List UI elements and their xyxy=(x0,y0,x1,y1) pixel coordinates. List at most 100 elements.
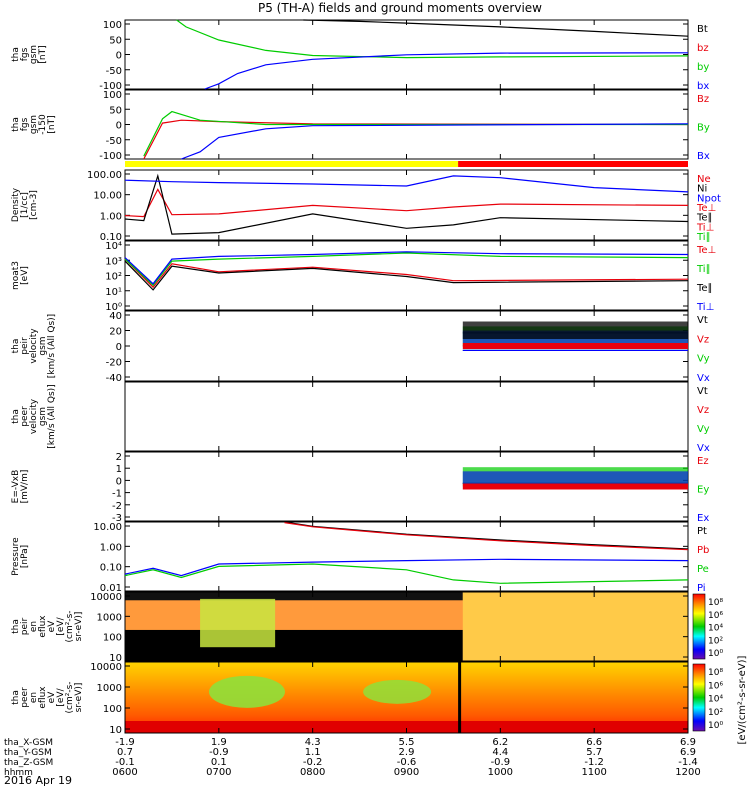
ephemeris-value: 0.1 xyxy=(211,757,227,768)
legend-Te⊥: Te⊥ xyxy=(696,245,716,256)
series-line-Npot xyxy=(124,175,689,193)
y-axis-label: eV xyxy=(47,620,57,633)
y-axis-label: tha xyxy=(11,339,21,354)
series-line-Bz xyxy=(143,119,689,160)
series-line-Te∥ xyxy=(124,260,689,291)
y-axis-label: tha xyxy=(11,409,21,424)
y-tick-label: 10000 xyxy=(90,592,122,603)
y-tick-label: 10⁴ xyxy=(105,241,122,252)
ephemeris-value: 2.9 xyxy=(399,747,415,758)
y-axis-label: eV xyxy=(47,691,57,704)
legend-Npot: Npot xyxy=(697,193,721,204)
series-line-Ti⊥ xyxy=(124,251,689,285)
y-axis-label: eflux xyxy=(38,615,48,638)
y-tick-label: -50 xyxy=(106,66,122,77)
ephemeris-value: 1200 xyxy=(675,767,700,778)
ephemeris-value: 1000 xyxy=(488,767,513,778)
ephemeris-value: 6.6 xyxy=(586,737,602,748)
ephemeris-value: 0800 xyxy=(300,767,325,778)
legend-Ti∥: Ti∥ xyxy=(696,264,711,275)
y-tick-label: 100.00 xyxy=(87,170,122,181)
ephemeris-value: 1.9 xyxy=(211,737,227,748)
y-axis-label: en xyxy=(29,621,39,632)
y-axis-label: tha xyxy=(11,619,21,634)
panel-efield: 210 -1-2-3 E=-VxB [mV/m] Ez Ey Ex xyxy=(11,451,709,524)
legend-Ex: Ex xyxy=(697,513,709,524)
y-tick-label: 50 xyxy=(109,35,122,46)
legend-Vz: Vz xyxy=(697,334,709,345)
y-tick-label: 0.10 xyxy=(100,232,122,243)
y-tick-label: 10 xyxy=(109,653,122,664)
y-axis-label: [cm-3] xyxy=(29,190,39,220)
y-axis-label: [eV] xyxy=(20,266,30,285)
spectrogram-right-region xyxy=(462,592,688,661)
ephemeris-value: 0900 xyxy=(394,767,419,778)
y-axis-label: velocity xyxy=(29,328,39,364)
legend-Bx: Bx xyxy=(697,151,710,162)
y-tick-label: 0 xyxy=(116,342,122,353)
legend-Pi: Pi xyxy=(697,583,706,594)
spectrogram-dark-region xyxy=(125,629,463,661)
y-tick-label: 1.00 xyxy=(100,211,122,222)
ephemeris-value: -1.9 xyxy=(115,737,135,748)
legend-By: By xyxy=(697,123,710,134)
y-axis-label: tha xyxy=(11,117,21,132)
ephemeris-value: 6.9 xyxy=(680,737,696,748)
spectrogram-dark-band xyxy=(125,592,463,601)
y-tick-label: 10² xyxy=(105,272,122,283)
legend-bz: bz xyxy=(697,43,709,54)
legend-Ti⊥: Ti⊥ xyxy=(696,302,714,313)
colorbar-tick-label: 10⁰ xyxy=(708,721,723,731)
y-axis-label: [km/s (All Qs)] xyxy=(47,384,57,448)
y-axis-label: fgs xyxy=(20,117,30,131)
y-axis-label: peer xyxy=(20,687,30,708)
y-tick-label: -20 xyxy=(106,358,122,369)
y-tick-label: 10000 xyxy=(90,662,122,673)
y-axis-label: Pressure xyxy=(11,537,21,576)
colorbar-tick-label: 10⁴ xyxy=(708,695,723,705)
legend-Vz: Vz xyxy=(697,405,709,416)
colorbar-tick-label: 10⁸ xyxy=(708,668,723,678)
ephemeris-row-label: tha_Y-GSM xyxy=(4,748,52,758)
ephemeris-value: 1100 xyxy=(581,767,606,778)
legend-Ez: Ez xyxy=(697,456,709,467)
y-axis-label: moat3 xyxy=(11,261,21,290)
series-line-Ni xyxy=(124,173,689,235)
y-axis-label: tha xyxy=(11,47,21,62)
y-tick-label: 20 xyxy=(109,327,122,338)
ephemeris-value: -0.9 xyxy=(491,757,511,768)
y-tick-label: 100 xyxy=(103,633,122,644)
legend-Ey: Ey xyxy=(697,485,709,496)
noise-band-red xyxy=(462,483,688,490)
ephemeris-value: 4.3 xyxy=(305,737,321,748)
series-line-Pe xyxy=(124,563,689,584)
ephemeris-value: 0600 xyxy=(112,767,137,778)
legend-Ni: Ni xyxy=(697,184,707,195)
ephemeris-value: 1.1 xyxy=(305,747,321,758)
spectrogram-green-blob xyxy=(208,675,285,708)
series-line-Pt xyxy=(284,521,689,550)
y-tick-label: 1.00 xyxy=(100,542,122,553)
y-axis-label: Density xyxy=(11,187,21,222)
ephemeris-value: -0.6 xyxy=(397,757,417,768)
panel-frame xyxy=(124,521,689,592)
date-label: 2016 Apr 19 xyxy=(4,774,72,787)
legend-Bt: Bt xyxy=(697,24,708,35)
ephemeris-row-label: tha_Z-GSM xyxy=(4,758,53,768)
y-tick-label: -100 xyxy=(99,81,122,92)
y-axis-label: [eV/ xyxy=(56,687,66,706)
y-axis-label: peir xyxy=(20,337,30,355)
y-axis-label: fgs xyxy=(20,47,30,61)
noise-band-red xyxy=(462,343,688,349)
spectrogram-green-patch xyxy=(200,598,276,648)
y-axis-label: peir xyxy=(20,617,30,635)
y-axis-label: -150 xyxy=(38,114,48,135)
y-axis-label: gsm xyxy=(29,45,39,64)
y-tick-label: 10.00 xyxy=(93,522,122,533)
y-tick-label: 1 xyxy=(116,464,122,475)
y-axis-label: sr-eV)] xyxy=(74,683,84,713)
y-tick-label: 100 xyxy=(103,90,122,101)
colorbar-tick-label: 10⁶ xyxy=(708,681,723,691)
legend-Vx: Vx xyxy=(697,373,710,384)
